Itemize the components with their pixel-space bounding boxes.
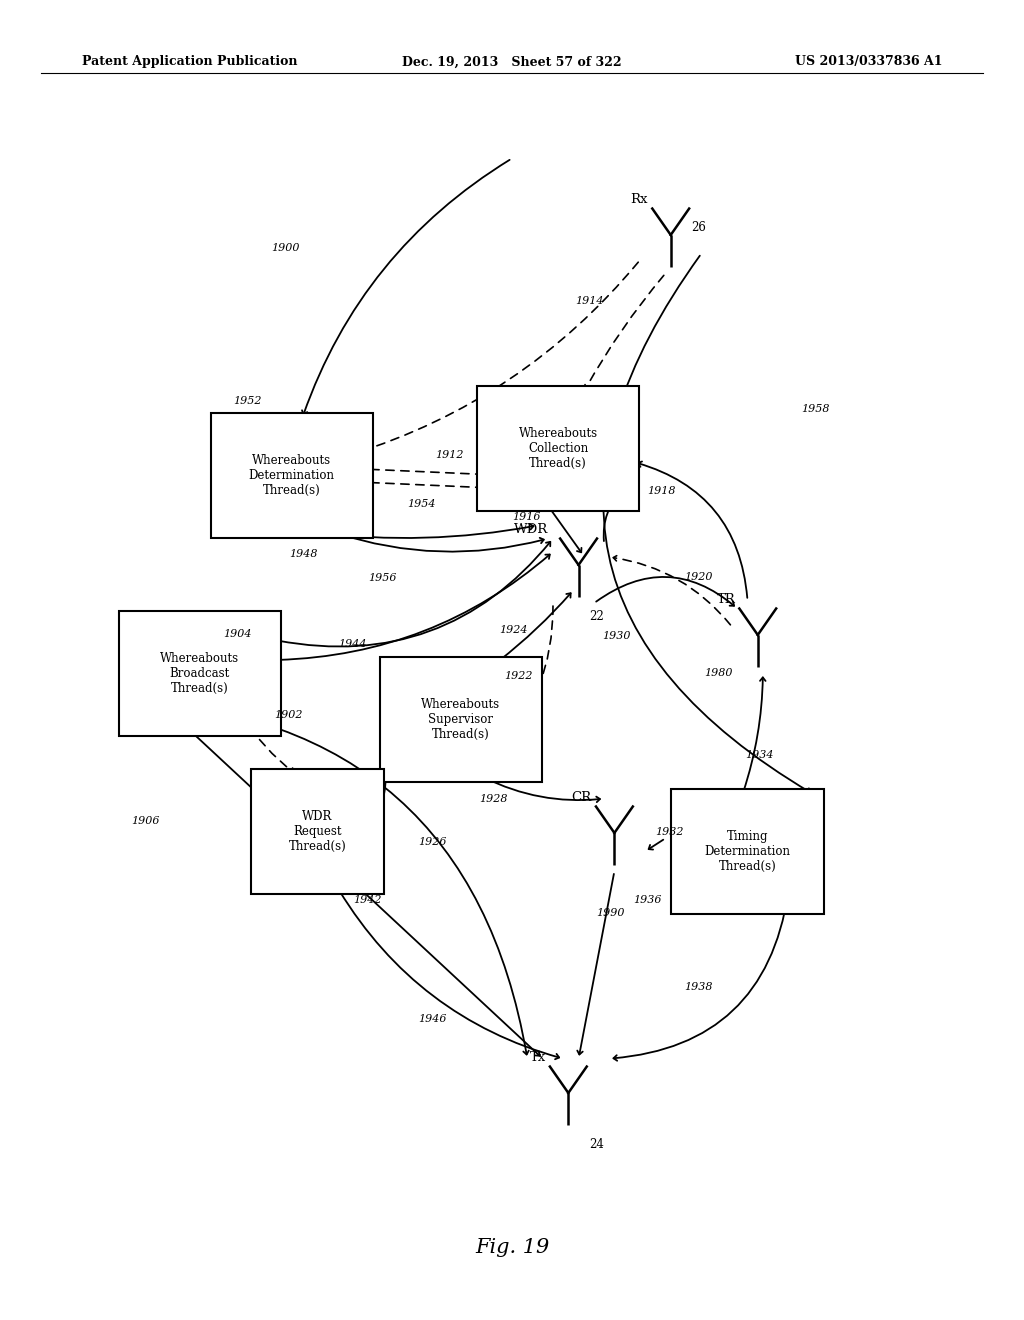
Text: 1914: 1914 (575, 296, 604, 306)
FancyBboxPatch shape (671, 789, 824, 913)
Text: Whereabouts
Supervisor
Thread(s): Whereabouts Supervisor Thread(s) (421, 698, 501, 741)
FancyBboxPatch shape (477, 385, 639, 511)
Text: 1942: 1942 (353, 895, 382, 906)
Text: Whereabouts
Determination
Thread(s): Whereabouts Determination Thread(s) (249, 454, 335, 496)
Text: 1922: 1922 (504, 671, 532, 681)
Text: 1918: 1918 (647, 486, 676, 496)
Text: 1946: 1946 (418, 1014, 446, 1024)
Text: Timing
Determination
Thread(s): Timing Determination Thread(s) (705, 830, 791, 873)
Text: 1952: 1952 (233, 396, 262, 407)
FancyBboxPatch shape (251, 768, 384, 895)
Text: US 2013/0337836 A1: US 2013/0337836 A1 (795, 55, 942, 69)
Text: 22: 22 (589, 610, 603, 623)
Text: 1924: 1924 (500, 624, 528, 635)
Text: 1956: 1956 (369, 573, 397, 583)
Text: 1902: 1902 (274, 710, 303, 721)
Text: 1900: 1900 (271, 243, 300, 253)
Text: Whereabouts
Broadcast
Thread(s): Whereabouts Broadcast Thread(s) (160, 652, 240, 694)
Text: Patent Application Publication: Patent Application Publication (82, 55, 297, 69)
Text: Dec. 19, 2013   Sheet 57 of 322: Dec. 19, 2013 Sheet 57 of 322 (402, 55, 622, 69)
Text: 1990: 1990 (596, 908, 625, 919)
Text: 1934: 1934 (745, 750, 774, 760)
Text: Rx: Rx (631, 193, 648, 206)
Text: 1904: 1904 (223, 628, 252, 639)
Text: 1954: 1954 (408, 499, 436, 510)
Text: TR: TR (717, 593, 735, 606)
FancyBboxPatch shape (211, 412, 373, 539)
Text: 1920: 1920 (684, 572, 713, 582)
Text: 1958: 1958 (801, 404, 829, 414)
Text: Whereabouts
Collection
Thread(s): Whereabouts Collection Thread(s) (518, 428, 598, 470)
FancyBboxPatch shape (119, 610, 281, 737)
Text: WDR
Request
Thread(s): WDR Request Thread(s) (289, 810, 346, 853)
Text: 1928: 1928 (479, 793, 508, 804)
Text: 1948: 1948 (289, 549, 317, 560)
Text: 1912: 1912 (435, 450, 464, 461)
Text: 26: 26 (691, 220, 707, 234)
Text: 1926: 1926 (418, 837, 446, 847)
Text: WDR: WDR (514, 523, 548, 536)
Text: 1930: 1930 (602, 631, 631, 642)
FancyBboxPatch shape (380, 656, 542, 781)
Text: 1932: 1932 (655, 826, 684, 837)
Text: 24: 24 (589, 1138, 604, 1151)
Text: 1906: 1906 (131, 816, 160, 826)
Text: Tx: Tx (529, 1051, 546, 1064)
Text: 1938: 1938 (684, 982, 713, 993)
Text: CR: CR (571, 791, 592, 804)
Text: 1936: 1936 (633, 895, 662, 906)
Text: Fig. 19: Fig. 19 (475, 1238, 549, 1257)
Text: 1944: 1944 (338, 639, 367, 649)
Text: 1980: 1980 (705, 668, 733, 678)
Text: 1916: 1916 (512, 512, 541, 523)
